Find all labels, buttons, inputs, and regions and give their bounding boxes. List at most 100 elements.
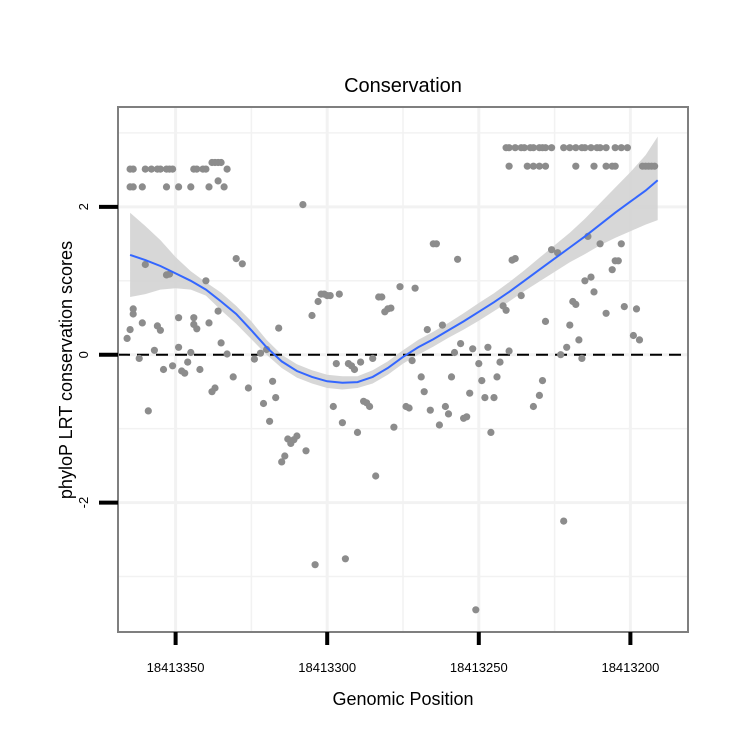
x-axis-title: Genomic Position <box>332 689 473 709</box>
data-point <box>454 255 462 263</box>
data-point <box>438 321 446 329</box>
data-point <box>366 402 374 411</box>
data-point <box>560 517 568 525</box>
data-point <box>129 165 137 173</box>
y-tick-label: 0 <box>76 351 91 358</box>
data-point <box>487 428 495 436</box>
data-point <box>617 240 625 248</box>
data-point <box>244 384 252 392</box>
data-point <box>205 319 213 327</box>
data-point <box>175 183 183 191</box>
data-point <box>572 144 580 152</box>
y-tick-label: -2 <box>76 497 91 509</box>
data-point <box>129 310 137 318</box>
data-point <box>187 183 195 191</box>
y-tick-label: 2 <box>76 203 91 210</box>
data-point <box>144 407 152 415</box>
data-point <box>135 354 143 362</box>
data-point <box>278 458 286 466</box>
data-point <box>620 303 628 311</box>
data-point <box>435 421 443 429</box>
data-point <box>478 377 486 385</box>
data-point <box>581 277 589 285</box>
data-point <box>196 365 204 374</box>
data-point <box>493 373 501 381</box>
data-point <box>423 326 431 334</box>
grid-lines <box>118 107 688 632</box>
y-axis-title: phyloP LRT conservation scores <box>56 241 76 499</box>
data-point <box>232 255 240 263</box>
data-point <box>475 360 483 368</box>
data-point <box>353 428 362 436</box>
data-point <box>541 144 550 152</box>
data-point <box>490 394 498 402</box>
data-point <box>602 162 610 170</box>
data-point <box>184 358 192 366</box>
data-point <box>150 346 158 354</box>
data-point <box>557 351 565 359</box>
data-point <box>590 288 598 296</box>
data-point <box>629 331 638 340</box>
data-point <box>193 325 201 333</box>
data-point <box>350 365 359 374</box>
data-point <box>396 283 404 291</box>
data-point <box>611 144 619 152</box>
x-tick-label: 18413200 <box>601 660 659 675</box>
data-point <box>138 319 146 327</box>
data-point <box>229 373 237 381</box>
data-point <box>426 406 434 414</box>
data-point <box>190 314 198 322</box>
data-point <box>181 369 189 377</box>
data-point <box>602 144 610 152</box>
data-point <box>220 183 228 191</box>
data-point <box>538 377 547 385</box>
data-point <box>466 389 474 397</box>
chart-title: Conservation <box>344 75 462 97</box>
data-point <box>408 357 416 365</box>
data-point <box>156 165 164 173</box>
data-point <box>141 260 149 269</box>
data-point <box>541 317 550 325</box>
data-point <box>548 246 556 254</box>
data-point <box>275 324 283 332</box>
data-point <box>217 158 225 167</box>
data-point <box>457 340 465 348</box>
data-point <box>560 144 568 152</box>
data-point <box>162 183 171 191</box>
confidence-band <box>130 136 658 390</box>
data-point <box>529 162 538 170</box>
data-point <box>129 183 137 191</box>
data-point <box>387 304 395 312</box>
x-tick-label: 18413300 <box>298 660 356 675</box>
data-point <box>223 165 231 173</box>
data-point <box>405 404 413 412</box>
data-point <box>266 417 274 425</box>
data-point <box>502 306 510 314</box>
data-point <box>341 555 349 563</box>
data-point <box>635 336 644 344</box>
data-point <box>126 326 134 334</box>
data-point <box>469 345 477 353</box>
data-point <box>326 292 334 300</box>
data-point <box>529 144 538 152</box>
x-axis: 18413350 18413300 18413250 18413200 <box>147 632 659 675</box>
data-point <box>123 334 131 342</box>
data-point <box>563 343 571 351</box>
data-point <box>520 144 528 152</box>
data-point <box>505 162 513 170</box>
data-point <box>602 309 610 317</box>
data-point <box>450 348 459 357</box>
data-point <box>238 260 246 268</box>
data-point <box>205 183 213 191</box>
data-point <box>214 307 222 315</box>
smooth-fit-line <box>129 179 659 384</box>
data-point <box>411 284 419 292</box>
data-point <box>511 144 519 152</box>
data-point <box>444 410 453 418</box>
data-point <box>141 165 149 173</box>
data-point <box>299 201 307 209</box>
data-point <box>156 326 164 334</box>
data-point <box>575 336 583 344</box>
data-point <box>632 305 641 313</box>
data-point <box>217 339 225 347</box>
